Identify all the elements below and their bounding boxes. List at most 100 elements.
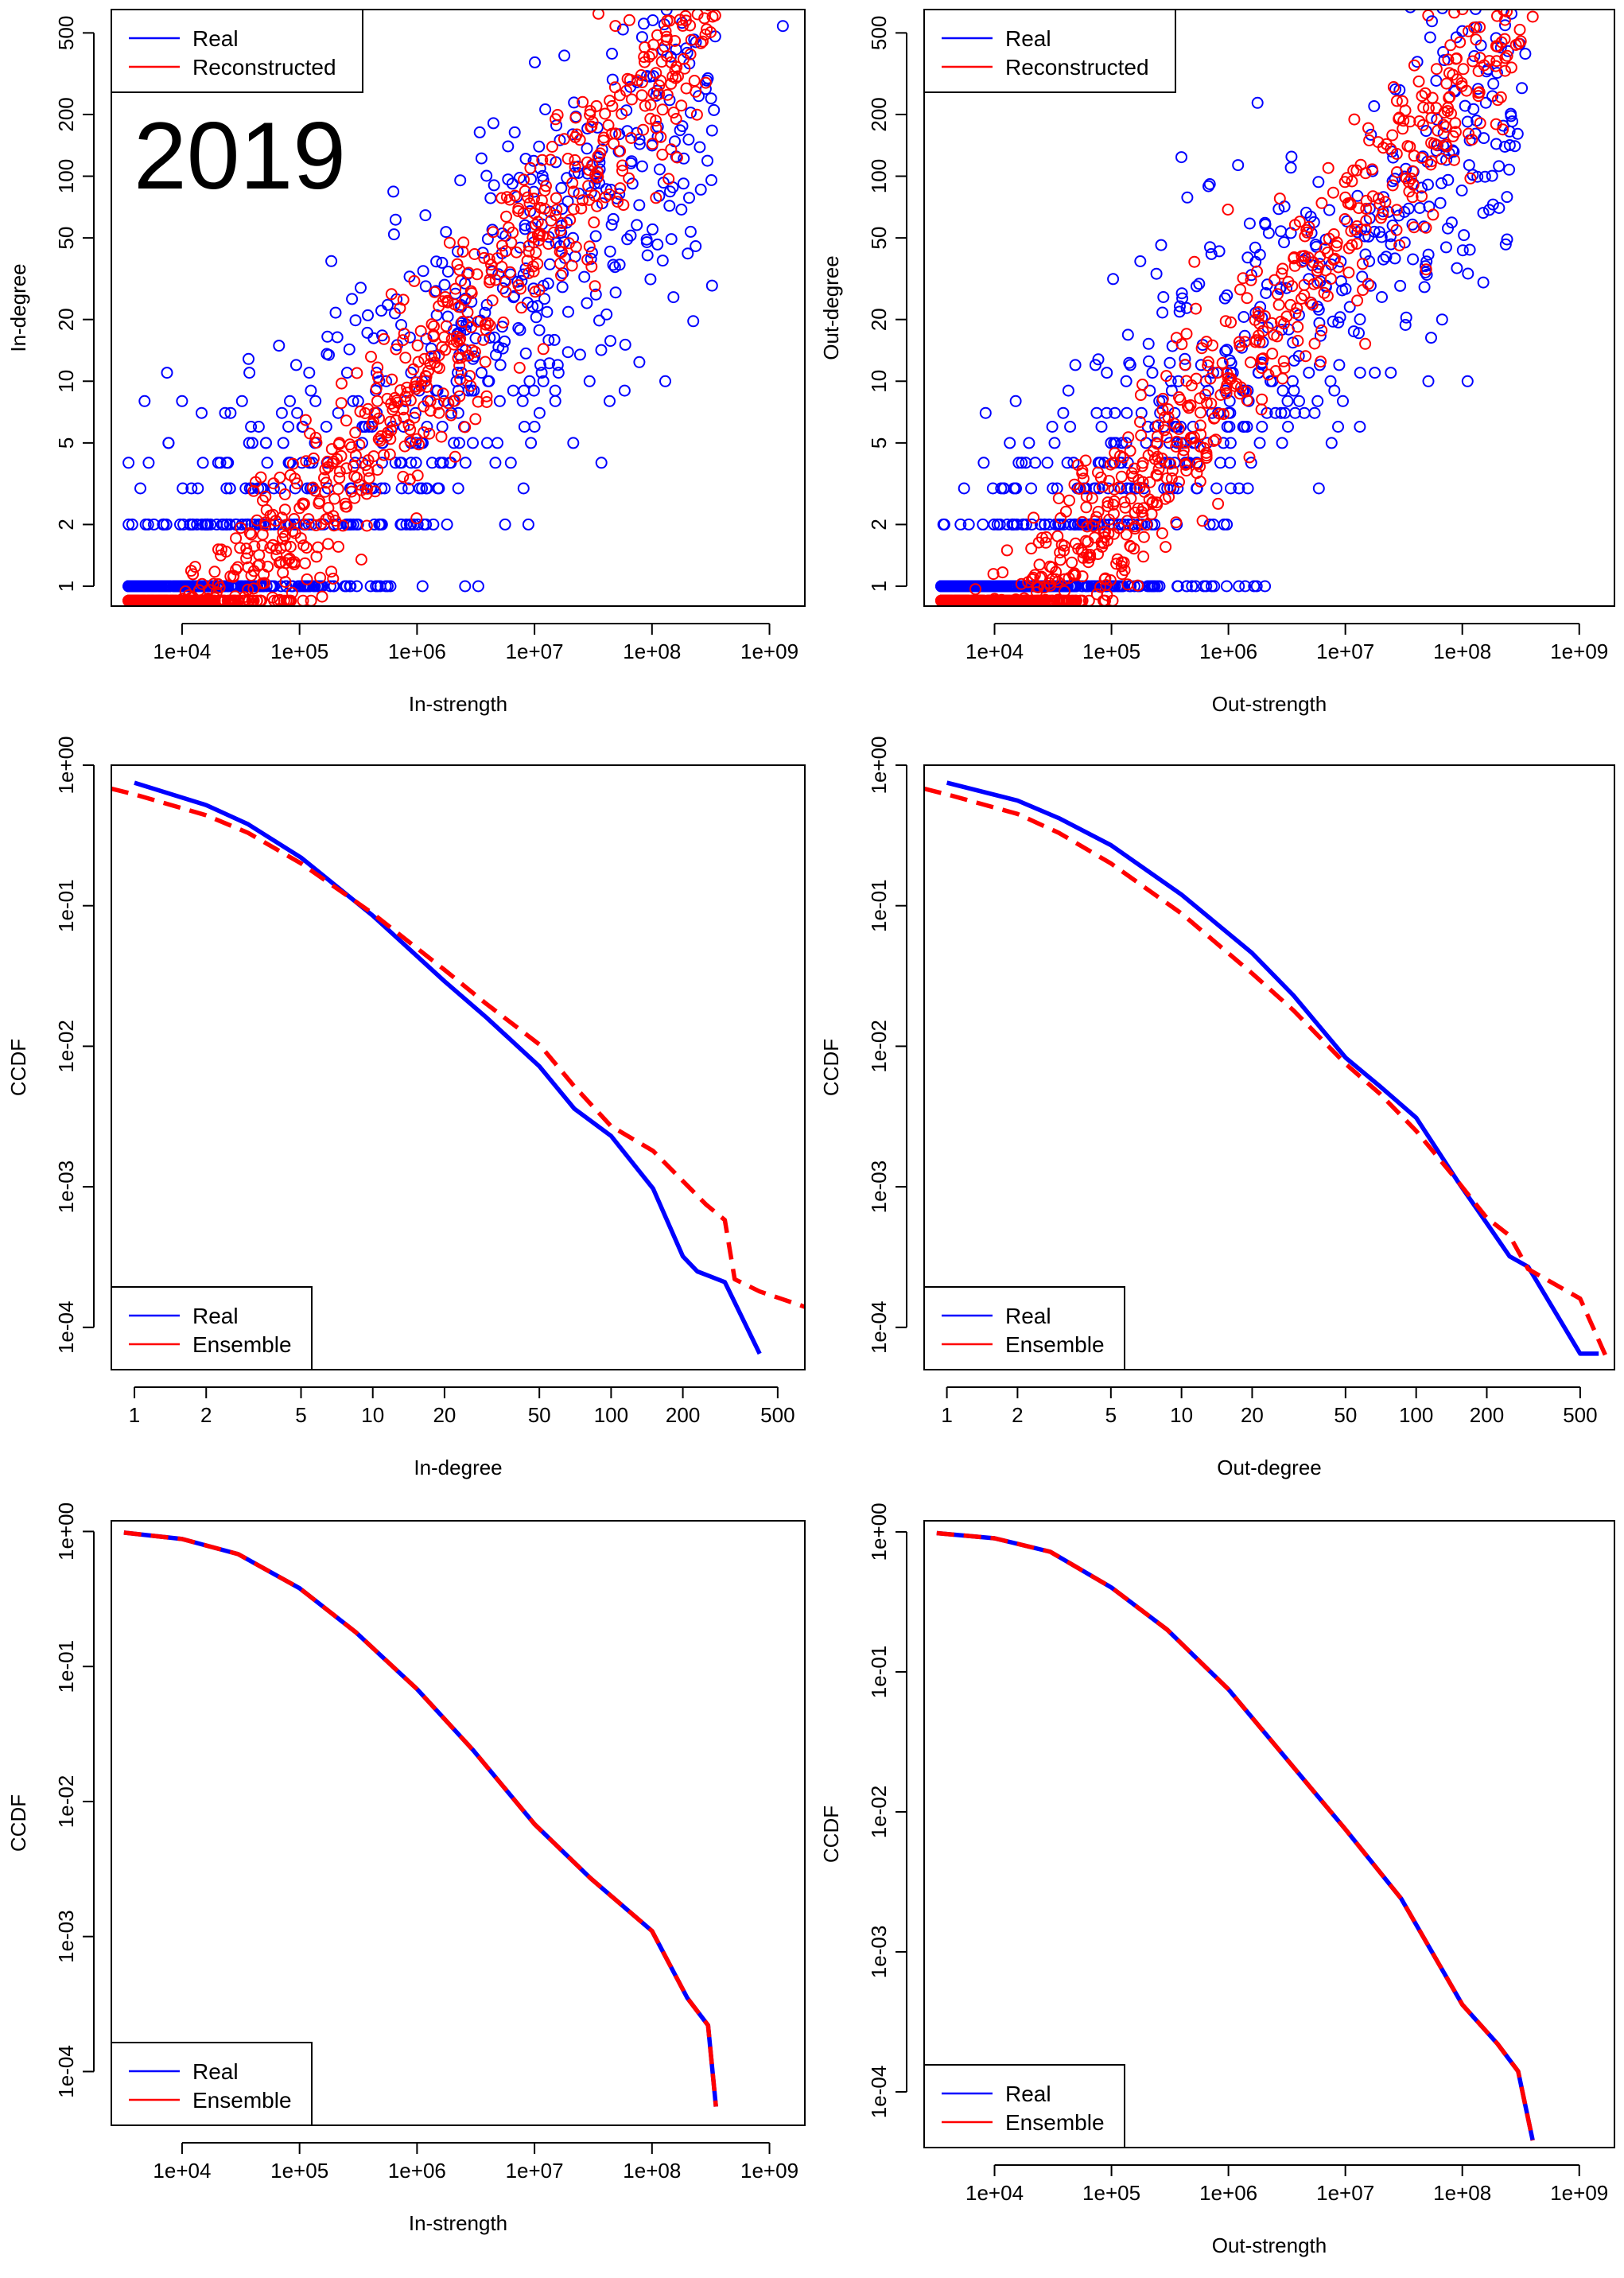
data-point-reconstructed — [431, 398, 444, 410]
data-point-reconstructed — [1240, 385, 1253, 398]
data-point-real — [616, 23, 629, 36]
data-point-reconstructed — [1129, 506, 1141, 519]
data-point-real — [321, 330, 334, 343]
data-point-reconstructed — [656, 148, 669, 161]
data-point-real — [604, 335, 616, 348]
data-point-real — [441, 266, 454, 278]
data-point-real — [162, 437, 175, 449]
data-point-real — [1205, 247, 1218, 260]
data-point-reconstructed — [1404, 115, 1416, 128]
y-tick-label: 1e-03 — [867, 1926, 891, 1979]
data-point-reconstructed — [510, 246, 523, 259]
data-point-reconstructed — [1272, 298, 1285, 311]
y-axis-label: Out-degree — [819, 255, 843, 360]
data-point-real — [980, 580, 993, 593]
data-point-real — [986, 482, 999, 495]
data-point-reconstructed — [429, 286, 441, 298]
data-point-real — [1493, 202, 1506, 214]
data-point-real — [1121, 328, 1134, 341]
data-point-real — [518, 421, 530, 433]
data-point-real — [568, 96, 581, 109]
data-point-real — [1245, 457, 1257, 469]
data-point-real — [1025, 482, 1038, 495]
data-point-reconstructed — [637, 123, 650, 136]
data-point-reconstructed — [1068, 567, 1081, 580]
x-tick-label: 1e+09 — [740, 2159, 798, 2183]
x-tick-label: 1e+06 — [388, 639, 446, 663]
data-point-reconstructed — [1373, 192, 1385, 204]
data-point-reconstructed — [1113, 522, 1125, 535]
data-point-reconstructed — [1448, 154, 1460, 166]
data-point-real — [1439, 241, 1452, 254]
y-tick-label: 1e-03 — [54, 1160, 78, 1214]
legend-box — [923, 1286, 1125, 1370]
data-point-real — [261, 457, 274, 469]
data-point-real — [1385, 238, 1397, 251]
data-point-reconstructed — [1441, 105, 1454, 118]
data-point-reconstructed — [286, 457, 299, 470]
data-point-real — [1347, 325, 1360, 338]
data-point-real — [1175, 151, 1187, 164]
data-point-real — [1278, 236, 1290, 249]
x-tick-label: 1e+09 — [1550, 2181, 1608, 2205]
data-point-real — [1241, 251, 1254, 264]
data-point-reconstructed — [378, 332, 390, 345]
data-point-real — [126, 518, 138, 531]
data-point-reconstructed — [1274, 316, 1287, 328]
legend-box — [111, 9, 363, 93]
data-point-real — [1487, 77, 1500, 90]
data-point-reconstructed — [1073, 483, 1086, 495]
data-point-real — [493, 395, 506, 407]
x-tick-label: 20 — [1241, 1403, 1264, 1427]
data-point-reconstructed — [1110, 558, 1123, 570]
data-point-reconstructed — [1166, 465, 1179, 477]
x-tick-label: 100 — [1399, 1403, 1433, 1427]
series-line-real — [936, 1530, 1535, 2141]
data-point-reconstructed — [605, 127, 618, 140]
data-point-real — [332, 406, 344, 419]
data-point-real — [1191, 280, 1202, 293]
data-point-real — [438, 278, 451, 291]
data-point-real — [977, 518, 989, 531]
y-tick-label: 1e-03 — [867, 1160, 891, 1214]
data-point-reconstructed — [1222, 204, 1234, 216]
x-tick-label: 1e+09 — [1550, 639, 1608, 663]
data-point-real — [573, 187, 585, 200]
data-point-real — [235, 395, 248, 407]
x-tick-label: 1e+07 — [1316, 2181, 1374, 2205]
data-point-real — [659, 375, 671, 387]
data-point-reconstructed — [1273, 192, 1286, 205]
data-point-reconstructed — [1439, 138, 1452, 151]
data-point-real — [1399, 319, 1412, 331]
data-point-reconstructed — [443, 236, 456, 249]
data-point-real — [1424, 31, 1436, 44]
data-point-real — [647, 223, 659, 235]
data-point-real — [690, 0, 700, 8]
data-point-reconstructed — [448, 338, 460, 351]
data-point-real — [1425, 332, 1437, 344]
data-point-reconstructed — [309, 484, 321, 497]
data-point-real — [1442, 222, 1454, 235]
data-point-reconstructed — [495, 261, 508, 273]
data-point-real — [1265, 375, 1276, 387]
data-point-real — [138, 395, 151, 407]
data-point-reconstructed — [582, 180, 595, 192]
data-point-real — [344, 518, 356, 531]
legend-label-ensemble: Ensemble — [192, 1332, 292, 1357]
data-point-reconstructed — [399, 352, 412, 364]
data-point-reconstructed — [684, 48, 697, 60]
y-tick-label: 50 — [867, 227, 891, 250]
data-point-reconstructed — [1118, 496, 1131, 508]
data-point-reconstructed — [647, 87, 660, 99]
data-point-real — [1134, 255, 1147, 267]
data-point-reconstructed — [1177, 449, 1190, 462]
legend-label-real: Real — [1005, 1304, 1051, 1328]
data-point-real — [481, 233, 494, 246]
data-point-reconstructed — [1390, 95, 1403, 107]
data-point-reconstructed — [621, 72, 634, 85]
data-point-reconstructed — [650, 67, 662, 80]
data-point-reconstructed — [1473, 86, 1486, 99]
y-tick-label: 500 — [54, 16, 78, 50]
data-point-reconstructed — [1521, 0, 1531, 1]
data-point-reconstructed — [414, 325, 427, 337]
